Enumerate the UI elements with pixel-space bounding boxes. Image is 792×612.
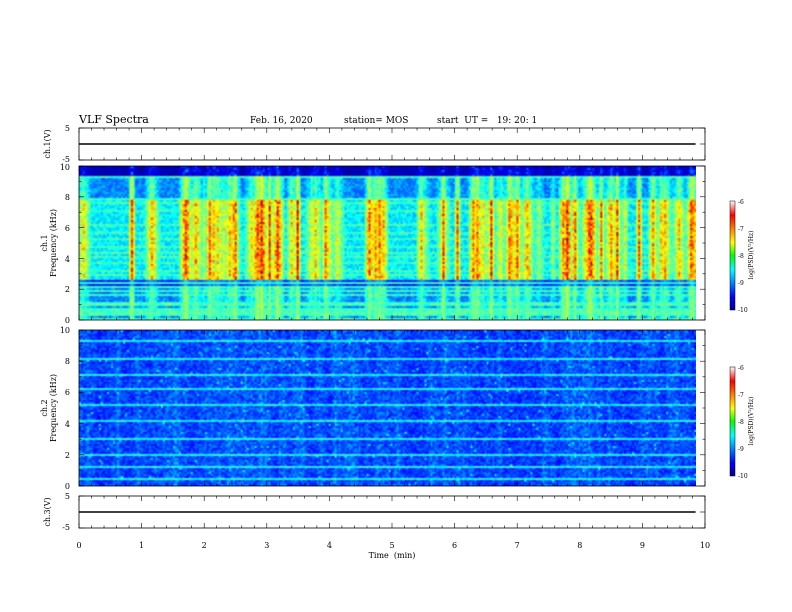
ch3-waveform-ylabel: ch.3(V) [43, 497, 52, 526]
xtick-label: 9 [640, 541, 645, 550]
ch2-colorbar-tick: -10 [738, 473, 748, 480]
ch1-spectrogram-image [79, 166, 696, 320]
ch1-waveform-panel: ch.1(V) 5 -5 [43, 124, 706, 164]
figure-header: VLF Spectra Feb. 16, 2020 station= MOS s… [78, 113, 537, 126]
ch1-ytick-label: -5 [62, 155, 70, 164]
figure-title: VLF Spectra [78, 113, 149, 126]
spectrogram-raster [79, 166, 696, 320]
ch2-spec-ytick-label: 2 [65, 451, 70, 460]
ch1-spec-ytick-label: 8 [65, 193, 70, 202]
xtick-label: 10 [700, 541, 710, 550]
ch1-colorbar-label: log(PSD)(V²/Hz) [748, 231, 755, 280]
ch2-spectrogram-ticks [78, 329, 706, 487]
ch3-waveform-ticks [78, 495, 706, 529]
ch1-spec-ytick-label: 10 [60, 163, 70, 172]
ch2-spectrogram-ylabel-2: Frequency (kHz) [49, 374, 58, 442]
ch2-colorbar: -6 -7 -8 -9 -10 log(PSD)(V²/Hz) [729, 365, 755, 480]
ch1-spec-ytick-label: 4 [65, 255, 70, 264]
ch2-spectrogram-ylabel-1: ch.2 [40, 399, 49, 416]
ch3-ytick-label: -5 [62, 523, 70, 532]
ch2-colorbar-tick: -6 [738, 365, 744, 372]
ch1-spectrogram-ylabel-2: Frequency (kHz) [49, 209, 58, 277]
xtick-label: 2 [202, 541, 207, 550]
ch1-spectrogram-ylabel-1: ch.1 [40, 234, 49, 251]
xtick-label: 8 [577, 541, 582, 550]
xtick-label: 6 [452, 541, 457, 550]
ch1-spec-ytick-label: 0 [65, 316, 70, 325]
ch1-colorbar-tick: -9 [738, 280, 744, 287]
xtick-label: 4 [327, 541, 332, 550]
ch1-spec-ytick-label: 2 [65, 285, 70, 294]
ch1-colorbar-tick: -6 [738, 199, 744, 206]
xtick-label: 0 [76, 541, 81, 550]
ch3-ytick-label: 5 [65, 492, 70, 501]
ch1-colorbar-gradient [730, 201, 735, 310]
ch2-colorbar-label: log(PSD)(V²/Hz) [748, 397, 755, 446]
ch1-spectrogram-panel: ch.1 Frequency (kHz) 0 2 4 6 8 10 [40, 163, 706, 325]
ch2-spec-ytick-label: 6 [65, 388, 70, 397]
ch1-waveform-ticks [78, 127, 706, 161]
ch2-spec-ytick-label: 10 [60, 326, 70, 335]
ch2-colorbar-tick: -8 [738, 419, 744, 426]
ch1-colorbar-tick: -10 [738, 307, 748, 314]
ch1-colorbar-frame [729, 200, 736, 311]
xtick-label: 3 [264, 541, 269, 550]
ch2-spec-ytick-label: 4 [65, 420, 70, 429]
ch2-spec-ytick-label: 0 [65, 482, 70, 491]
ch2-spec-ytick-label: 8 [65, 357, 70, 366]
spectrogram-raster [79, 330, 696, 486]
ch1-colorbar: -6 -7 -8 -9 -10 log(PSD)(V²/Hz) [729, 199, 755, 314]
figure-start-time: start UT = 19: 20: 1 [437, 116, 537, 126]
ch2-colorbar-tick: -7 [738, 392, 744, 399]
ch1-spectrogram-ticks [78, 165, 706, 321]
ch2-spectrogram-panel: ch.2 Frequency (kHz) 0 2 4 6 8 10 [40, 326, 706, 491]
xtick-label: 1 [139, 541, 144, 550]
figure-date: Feb. 16, 2020 [250, 116, 313, 126]
ch1-colorbar-tick: -8 [738, 253, 744, 260]
ch3-waveform-panel: ch.3(V) 5 -5 [43, 492, 706, 532]
x-axis-label: Time (min) [369, 551, 416, 560]
ch2-colorbar-gradient [730, 367, 735, 476]
ch2-spectrogram-image [79, 330, 696, 486]
xtick-label: 5 [389, 541, 394, 550]
ch1-waveform-ylabel: ch.1(V) [43, 129, 52, 158]
ch2-colorbar-tick: -9 [738, 446, 744, 453]
ch1-colorbar-tick: -7 [738, 226, 744, 233]
xtick-label: 7 [515, 541, 520, 550]
figure-station: station= MOS [344, 116, 408, 126]
ch1-ytick-label: 5 [65, 124, 70, 133]
ch2-colorbar-frame [729, 366, 736, 477]
time-axis: 0 1 2 3 4 5 6 7 8 9 10 Time (min) [76, 541, 710, 560]
ch1-spec-ytick-label: 6 [65, 224, 70, 233]
